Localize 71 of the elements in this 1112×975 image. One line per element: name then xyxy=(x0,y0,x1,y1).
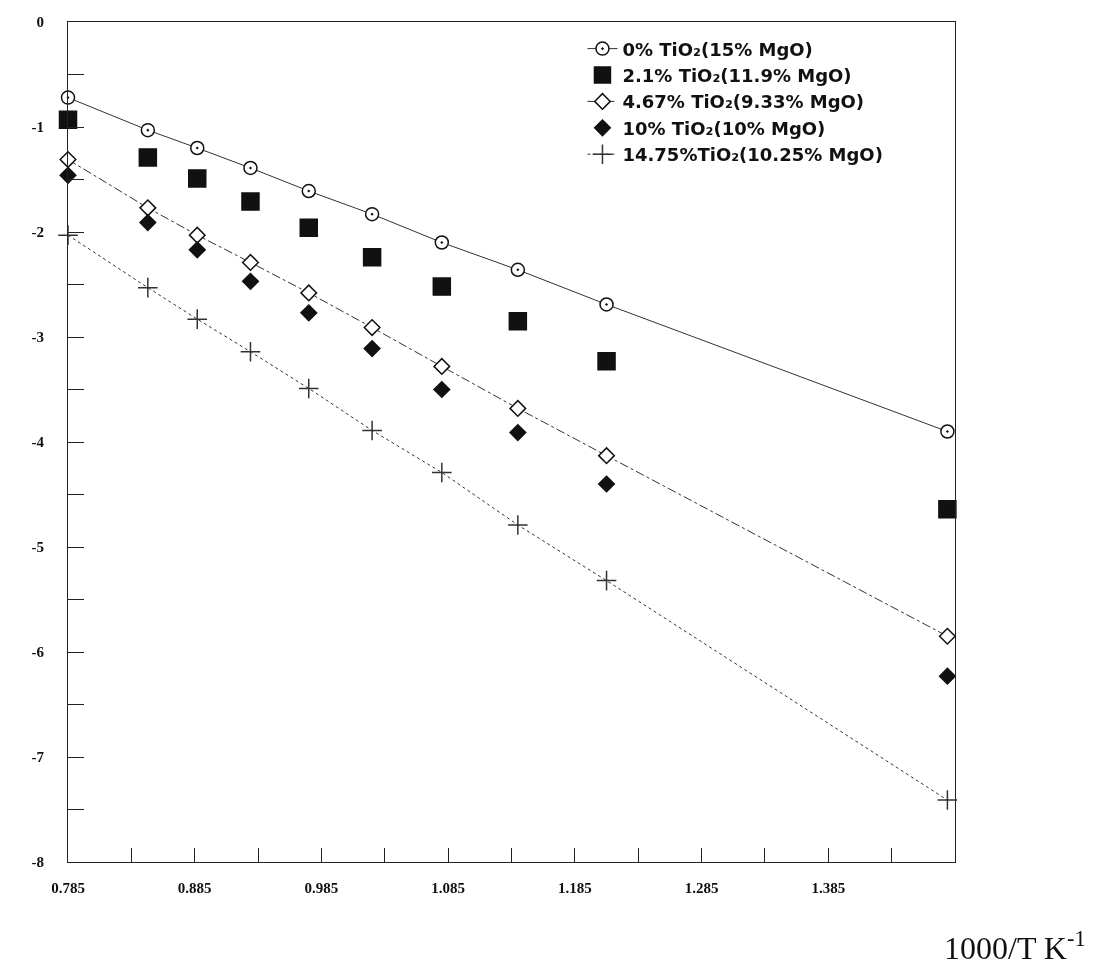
point xyxy=(59,151,77,169)
x-tick-label: 1.085 xyxy=(431,880,466,897)
point xyxy=(432,277,452,296)
point xyxy=(301,183,317,199)
point xyxy=(361,419,383,441)
point xyxy=(433,357,451,375)
legend-label: 14.75%TiO₂(10.25% MgO) xyxy=(622,144,883,166)
point xyxy=(298,377,320,399)
point xyxy=(509,399,527,417)
point xyxy=(364,206,380,222)
point xyxy=(241,272,260,290)
point xyxy=(300,284,318,302)
x-tick-label: 1.385 xyxy=(811,880,846,897)
legend-label: 4.67% TiO₂(9.33% MgO) xyxy=(622,91,865,113)
x-tick-label: 0.885 xyxy=(177,880,212,897)
point xyxy=(139,199,157,217)
y-tick-label: -1 xyxy=(31,119,44,136)
legend-label: 0% TiO₂(15% MgO) xyxy=(622,38,813,60)
point xyxy=(938,499,957,519)
point xyxy=(597,475,616,493)
x-tick-label: 0.785 xyxy=(51,880,85,897)
y-tick-label: -5 xyxy=(31,539,44,556)
y-tick-label: -3 xyxy=(31,329,44,346)
x-tick-label: 1.285 xyxy=(684,880,719,897)
point xyxy=(58,110,78,129)
y-tick-label: 0 xyxy=(36,14,44,31)
y-tick-label: -6 xyxy=(31,644,45,661)
point xyxy=(140,122,156,138)
point xyxy=(938,627,956,645)
x-tick-label: 0.985 xyxy=(304,880,339,897)
x-tick-label: 1.185 xyxy=(557,880,592,897)
point xyxy=(433,380,451,399)
point xyxy=(938,667,956,685)
point xyxy=(59,166,77,184)
point xyxy=(597,351,616,371)
point xyxy=(509,424,527,442)
point xyxy=(940,424,955,439)
point xyxy=(138,148,158,167)
point xyxy=(241,192,260,211)
point xyxy=(599,297,614,312)
point xyxy=(190,140,205,156)
point xyxy=(188,226,206,244)
point xyxy=(363,319,381,337)
point xyxy=(239,341,262,363)
legend-label: 10% TiO₂(10% MgO) xyxy=(622,117,826,139)
point xyxy=(595,570,618,592)
point xyxy=(139,214,157,232)
point xyxy=(434,235,450,250)
point xyxy=(60,90,76,105)
y-tick-label: -8 xyxy=(31,854,44,871)
x-axis-title: 1000/T K$^{-1}$ xyxy=(944,926,1086,967)
point xyxy=(188,241,206,259)
legend-label: 2.1% TiO₂(11.9% MgO) xyxy=(622,65,852,87)
point xyxy=(507,514,529,536)
y-tick-label: -2 xyxy=(31,224,44,241)
point xyxy=(188,169,207,188)
point xyxy=(300,304,318,322)
point xyxy=(363,340,381,358)
y-tick-label: -7 xyxy=(31,749,45,766)
y-tick-label: -4 xyxy=(31,434,45,451)
point xyxy=(299,218,319,238)
point xyxy=(597,447,616,465)
point xyxy=(431,461,453,483)
point xyxy=(508,312,528,331)
point xyxy=(137,277,159,299)
point xyxy=(362,247,382,267)
point xyxy=(243,160,258,176)
point xyxy=(510,262,526,278)
point xyxy=(186,308,208,330)
point xyxy=(241,253,260,271)
point xyxy=(936,789,958,811)
